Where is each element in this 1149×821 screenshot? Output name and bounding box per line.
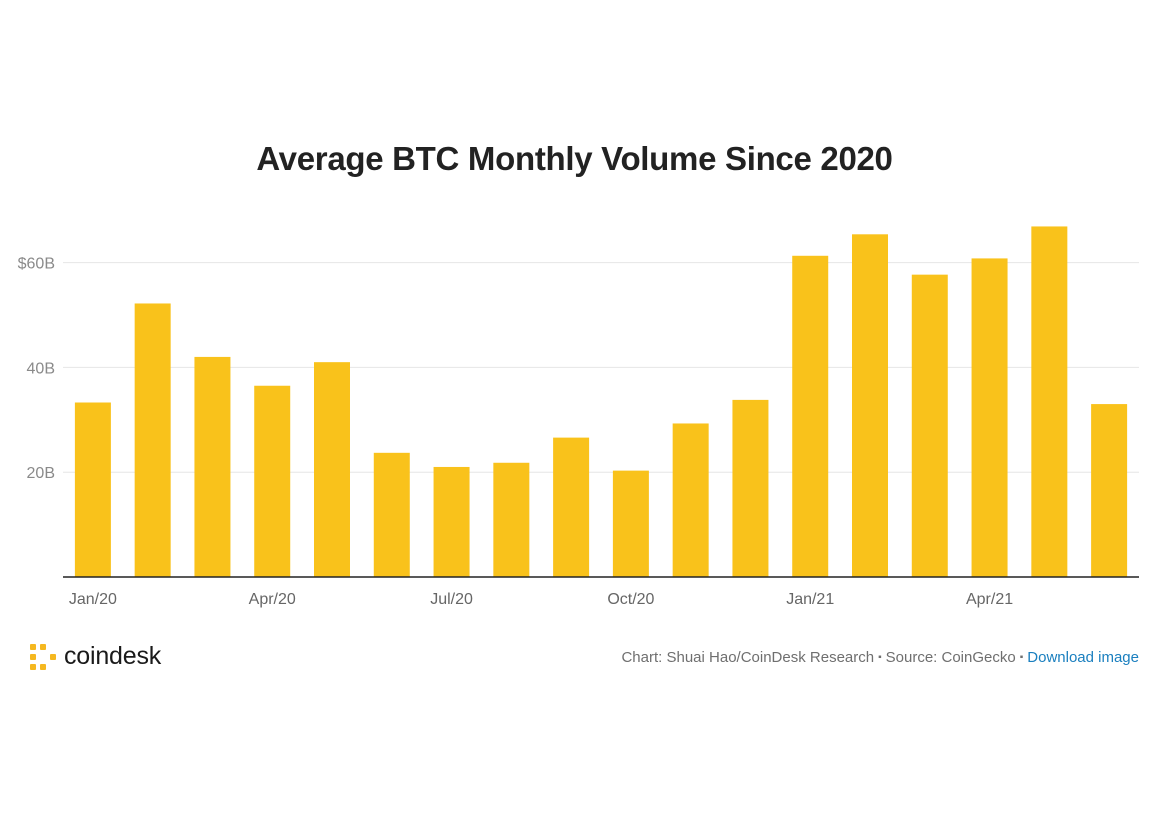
bar-Aug/20[interactable] xyxy=(493,462,530,577)
coindesk-logo-icon xyxy=(30,643,56,670)
separator-1: ▪ xyxy=(878,652,882,663)
x-tick-label: Jan/20 xyxy=(69,591,117,608)
x-tick-label: Apr/21 xyxy=(966,591,1013,608)
bar-Jul/20[interactable] xyxy=(433,466,470,577)
bar-Oct/20[interactable] xyxy=(612,470,649,577)
bar-Jun/20[interactable] xyxy=(373,452,410,577)
bar-May/20[interactable] xyxy=(314,362,350,577)
x-tick-label: Jan/21 xyxy=(786,591,834,608)
bar-Jun/21[interactable] xyxy=(1091,404,1128,577)
coindesk-logo[interactable]: coindesk xyxy=(30,642,161,671)
chart-footer: coindesk Chart: Shuai Hao/CoinDesk Resea… xyxy=(30,640,1139,674)
y-tick-label: $60B xyxy=(18,256,55,273)
y-axis-tick-labels: 20B 40B $60B xyxy=(18,256,55,483)
chart-title: Average BTC Monthly Volume Since 2020 xyxy=(256,140,893,177)
x-axis-tick-labels: Jan/20 Apr/20 Jul/20 Oct/20 Jan/21 Apr/21 xyxy=(69,591,1013,608)
bar-Apr/20[interactable] xyxy=(254,385,291,577)
bar-Jan/20[interactable] xyxy=(74,402,111,577)
download-image-link[interactable]: Download image xyxy=(1027,649,1139,666)
bar-Feb/21[interactable] xyxy=(852,234,888,577)
bar-Dec/20[interactable] xyxy=(732,399,769,577)
bar-Apr/21[interactable] xyxy=(971,258,1008,577)
x-tick-label: Jul/20 xyxy=(430,591,473,608)
y-tick-label: 20B xyxy=(27,465,55,482)
logo-wordmark: coindesk xyxy=(64,642,162,670)
bar-Mar/20[interactable] xyxy=(194,356,231,577)
bar-May/21[interactable] xyxy=(1031,226,1068,577)
y-tick-label: 40B xyxy=(27,360,55,377)
bar-Mar/21[interactable] xyxy=(911,274,948,577)
x-tick-label: Apr/20 xyxy=(249,591,296,608)
bars xyxy=(74,226,1128,577)
bar-Sep/20[interactable] xyxy=(553,437,590,577)
bar-Jan/21[interactable] xyxy=(792,255,829,577)
bar-Nov/20[interactable] xyxy=(672,423,709,577)
separator-2: ▪ xyxy=(1019,652,1024,663)
chart-credit: Chart: Shuai Hao/CoinDesk Research xyxy=(621,649,875,666)
gridlines xyxy=(63,262,1139,473)
x-tick-label: Oct/20 xyxy=(607,591,654,608)
credits: Chart: Shuai Hao/CoinDesk Research ▪ Sourc… xyxy=(621,649,1139,666)
bar-Feb/20[interactable] xyxy=(134,303,171,577)
source-credit: Source: CoinGecko xyxy=(885,649,1016,666)
